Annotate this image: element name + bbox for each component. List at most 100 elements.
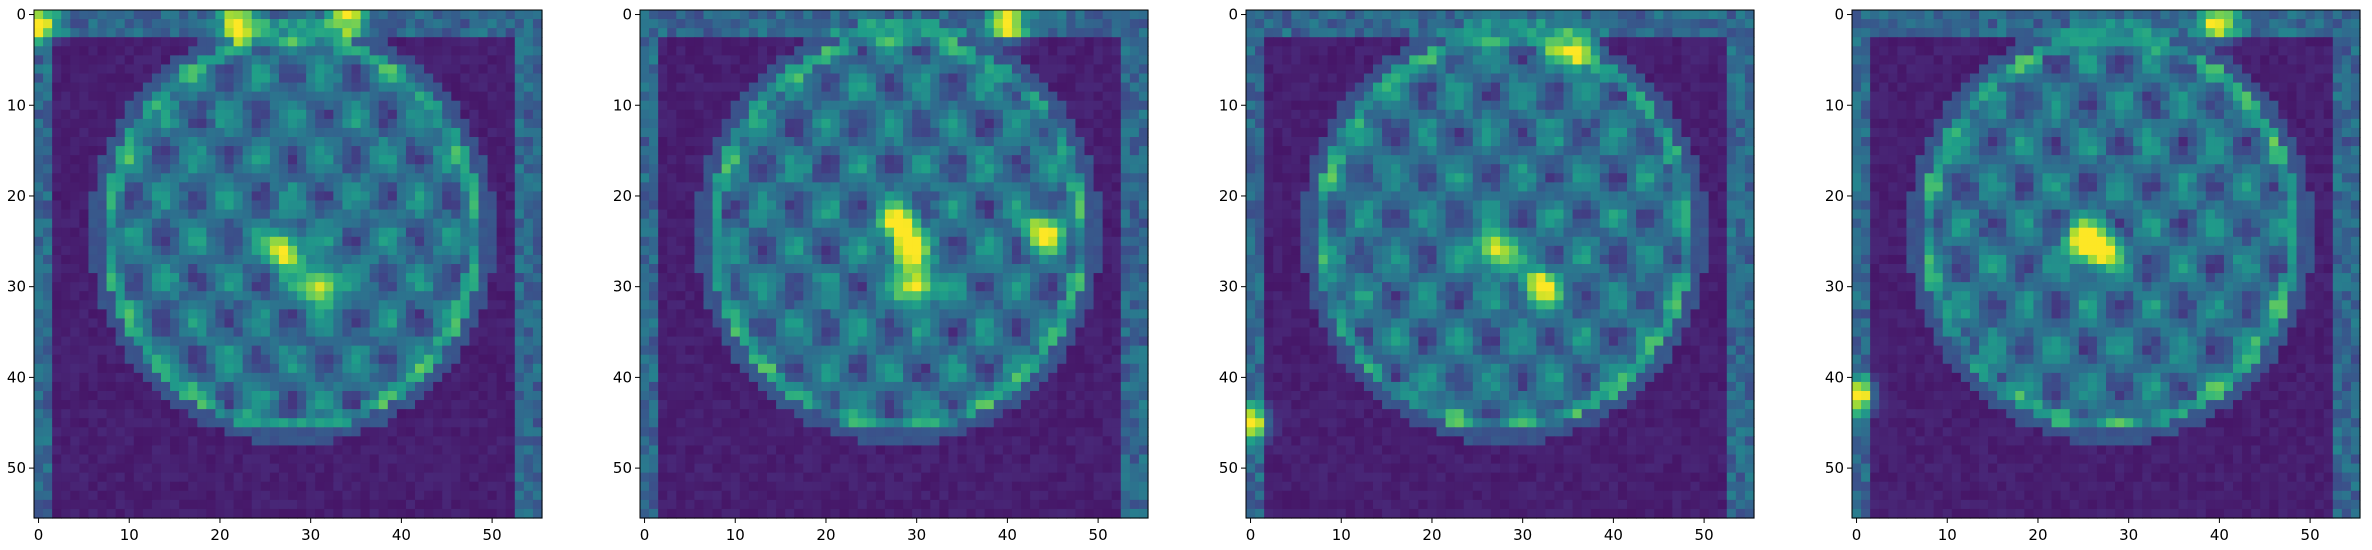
heatmap-cell — [903, 146, 913, 156]
heatmap-cell — [703, 218, 714, 229]
heatmap-cell — [315, 472, 325, 483]
heatmap-cell — [523, 291, 534, 301]
heatmap-cell — [875, 118, 886, 129]
heatmap-cell — [884, 55, 895, 66]
heatmap-cell — [260, 354, 271, 365]
heatmap-cell — [52, 499, 62, 510]
heatmap-cell — [251, 391, 262, 401]
heatmap-cell — [442, 327, 452, 338]
heatmap-cell — [984, 100, 995, 111]
heatmap-cell — [269, 182, 280, 193]
heatmap-cell — [315, 372, 325, 383]
heatmap-cell — [1011, 209, 1022, 220]
heatmap-cell — [34, 481, 44, 492]
heatmap-cell — [170, 336, 180, 347]
heatmap-cell — [921, 300, 931, 310]
heatmap-cell — [975, 300, 986, 310]
heatmap-cell — [269, 300, 280, 310]
heatmap-cell — [730, 155, 741, 165]
heatmap-cell — [188, 254, 198, 265]
heatmap-cell — [233, 55, 244, 66]
heatmap-cell — [460, 427, 471, 437]
heatmap-cell — [748, 28, 759, 38]
heatmap-cell — [975, 73, 986, 84]
heatmap-cell — [757, 100, 768, 111]
heatmap-cell — [757, 118, 768, 129]
heatmap-cell — [505, 345, 516, 356]
heatmap-cell — [351, 400, 362, 410]
heatmap-cell — [88, 372, 99, 383]
heatmap-cell — [640, 137, 650, 147]
heatmap-cell — [251, 418, 262, 428]
heatmap-cell — [469, 273, 480, 283]
heatmap-cell — [1129, 73, 1140, 84]
heatmap-cell — [803, 46, 813, 56]
heatmap-cell — [360, 236, 371, 247]
heatmap-cell — [767, 10, 777, 20]
heatmap-cell — [812, 109, 823, 120]
heatmap-cell — [839, 264, 850, 274]
heatmap-cell — [532, 191, 543, 202]
heatmap-cell — [785, 164, 795, 174]
heatmap-cell — [532, 318, 543, 329]
heatmap-cell — [767, 137, 777, 147]
heatmap-cell — [324, 381, 334, 392]
heatmap-cell — [197, 173, 207, 183]
heatmap-cell — [315, 327, 325, 338]
heatmap-cell — [433, 164, 443, 174]
heatmap-cell — [97, 282, 108, 292]
heatmap-cell — [106, 191, 117, 202]
heatmap-cell — [396, 481, 407, 492]
heatmap-cell — [351, 254, 362, 265]
heatmap-cell — [415, 391, 425, 401]
heatmap-cell — [703, 227, 714, 238]
heatmap-cell — [43, 499, 53, 510]
heatmap-cell — [133, 481, 144, 492]
heatmap-cell — [161, 327, 171, 338]
heatmap-cell — [966, 245, 977, 256]
heatmap-cell — [514, 445, 525, 456]
heatmap-cell — [342, 309, 353, 320]
heatmap-cell — [640, 191, 650, 202]
heatmap-cell — [43, 118, 53, 129]
heatmap-cell — [179, 173, 189, 183]
heatmap-cell — [478, 499, 489, 510]
heatmap-cell — [921, 218, 931, 229]
heatmap-cell — [387, 182, 398, 193]
heatmap-cell — [333, 55, 344, 66]
heatmap-cell — [34, 155, 44, 165]
heatmap-cell — [124, 354, 135, 365]
heatmap-cell — [712, 164, 723, 174]
heatmap-cell — [640, 100, 650, 111]
heatmap-cell — [342, 445, 353, 456]
heatmap-cell — [442, 291, 452, 301]
heatmap-cell — [1057, 55, 1067, 66]
heatmap-cell — [830, 254, 841, 265]
heatmap-cell — [903, 137, 913, 147]
heatmap-cell — [333, 472, 344, 483]
heatmap-cell — [1138, 82, 1149, 93]
heatmap-cell — [424, 227, 434, 238]
heatmap-cell — [721, 73, 732, 84]
heatmap-cell — [1057, 82, 1067, 93]
heatmap-cell — [251, 236, 262, 247]
heatmap-cell — [496, 236, 507, 247]
heatmap-cell — [1111, 209, 1122, 220]
heatmap-cell — [351, 155, 362, 165]
heatmap-cell — [396, 327, 407, 338]
heatmap-cell — [496, 291, 507, 301]
heatmap-cell — [215, 372, 226, 383]
heatmap-cell — [43, 173, 53, 183]
heatmap-cell — [115, 118, 126, 129]
heatmap-cell — [514, 155, 525, 165]
heatmap-cell — [930, 118, 940, 129]
heatmap-cell — [170, 109, 180, 120]
heatmap-cell — [993, 91, 1004, 102]
heatmap-cell — [188, 327, 198, 338]
heatmap-cell — [424, 291, 434, 301]
heatmap-cell — [866, 10, 877, 20]
heatmap-cell — [821, 155, 832, 165]
heatmap-cell — [133, 236, 144, 247]
heatmap-cell — [1048, 273, 1058, 283]
heatmap-cell — [124, 436, 135, 447]
